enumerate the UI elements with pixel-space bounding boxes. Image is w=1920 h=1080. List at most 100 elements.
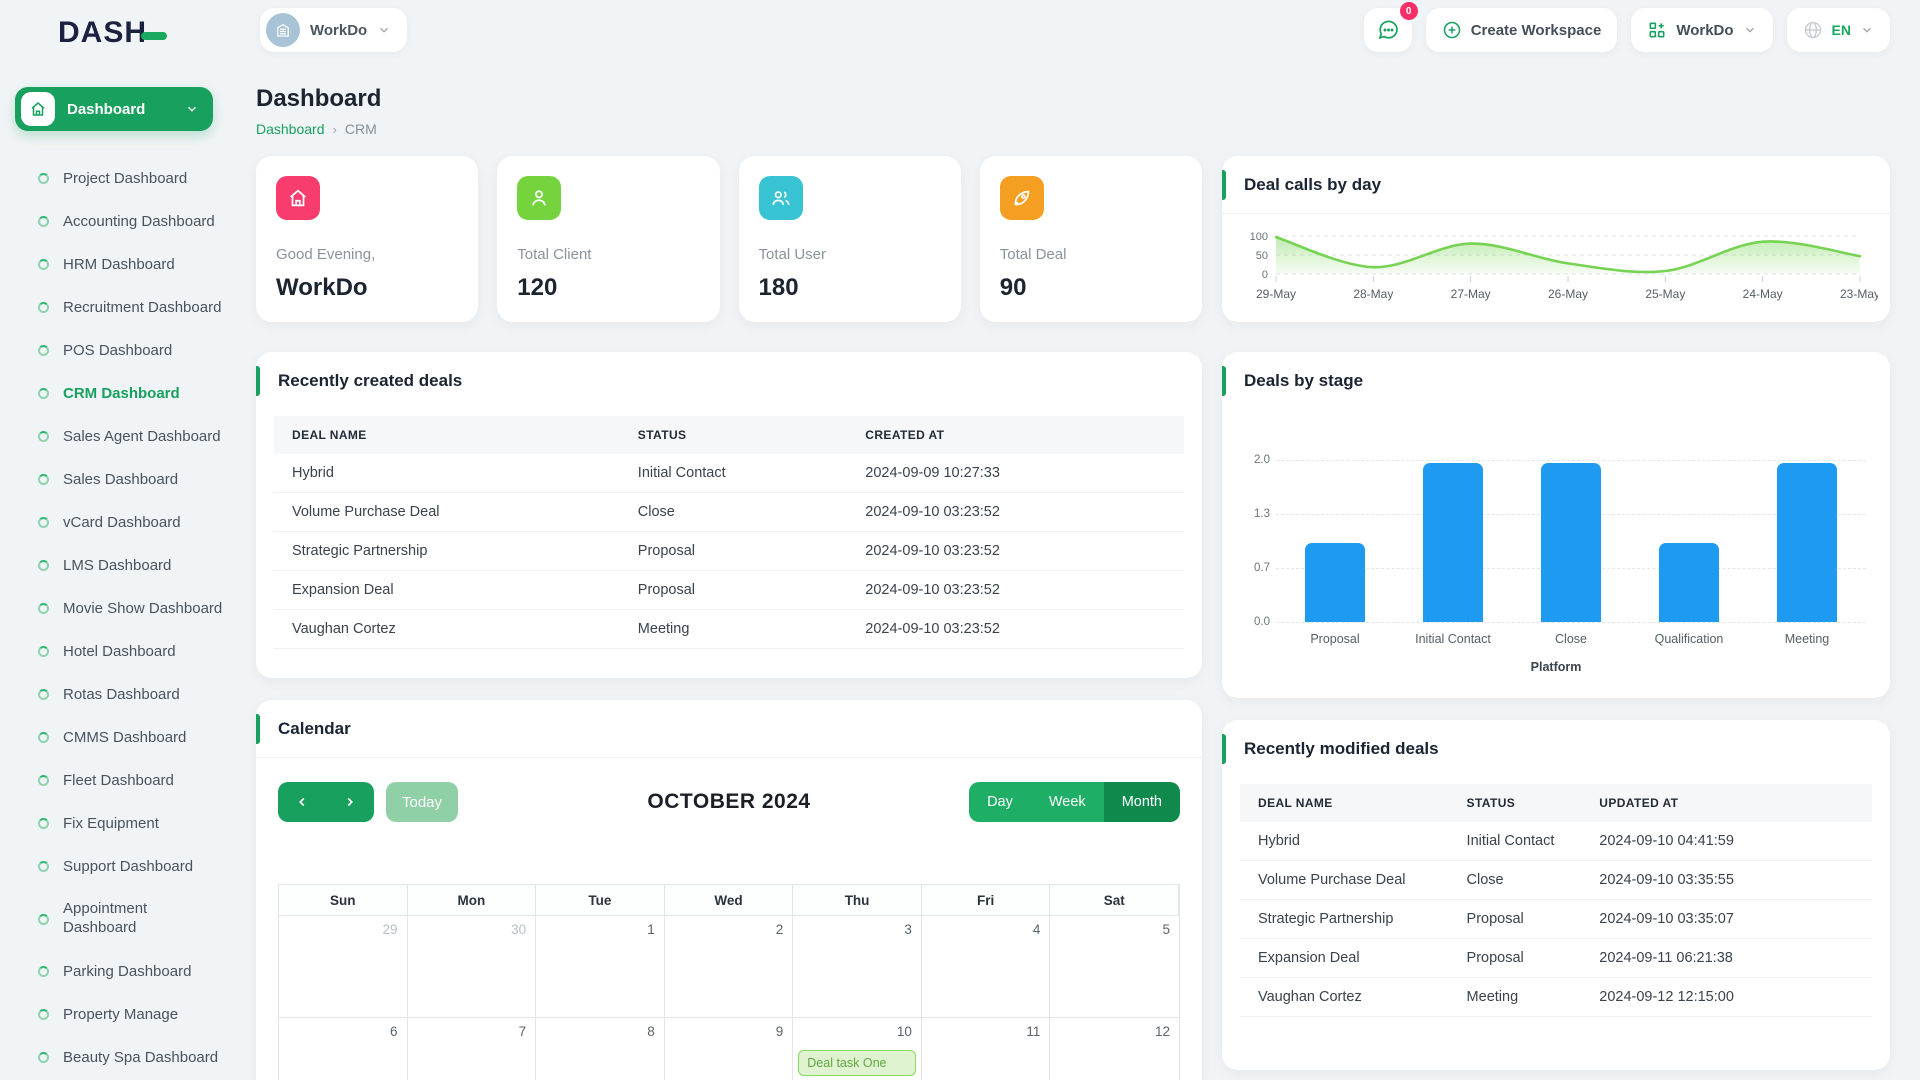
sidebar-item-fix-equipment[interactable]: Fix Equipment [0, 802, 240, 845]
table-cell: Initial Contact [1466, 833, 1555, 849]
table-row: Vaughan Cortez Meeting 2024-09-12 12:15:00 [1240, 977, 1872, 1017]
calendar-day-cell-3[interactable]: 3 [793, 915, 922, 1017]
home-icon [21, 92, 55, 126]
stat-value: WorkDo [276, 274, 368, 301]
create-workspace-button[interactable]: Create Workspace [1425, 8, 1618, 52]
calendar-day-cell-30[interactable]: 30 [407, 915, 537, 1017]
calendar-card: Calendar Today OCTOBER 2024 Day Week Month… [256, 700, 1202, 1080]
calendar-day-number: 12 [1154, 1024, 1170, 1039]
sidebar-item-rotas-dashboard[interactable]: Rotas Dashboard [0, 673, 240, 716]
sidebar-item-project-dashboard[interactable]: Project Dashboard [0, 157, 240, 200]
sidebar-item-label: Sales Agent Dashboard [63, 428, 221, 445]
calendar-day-number: 9 [775, 1024, 784, 1039]
table-cell: Close [619, 492, 848, 532]
calendar-today-button[interactable]: Today [386, 782, 459, 822]
sidebar-item-label: LMS Dashboard [63, 557, 172, 574]
table-cell: 2024-09-10 03:23:52 [847, 492, 1184, 532]
table-row: Expansion Deal Proposal 2024-09-11 06:21:3… [1240, 938, 1872, 978]
sidebar-item-crm-dashboard[interactable]: CRM Dashboard [0, 372, 240, 415]
column-header-updated-at: UPDATED AT [1581, 784, 1872, 822]
stat-card-total-client: Total Client 120 [497, 156, 720, 322]
calendar-day-cell-8[interactable]: 8 [536, 1017, 665, 1080]
messages-button[interactable]: 0 [1363, 2, 1418, 52]
language-selector[interactable]: EN [1786, 8, 1890, 52]
calendar-prev-button[interactable] [278, 782, 326, 822]
workdo-menu-label: WorkDo [1676, 21, 1734, 39]
sidebar-item-pos-dashboard[interactable]: POS Dashboard [0, 329, 240, 372]
calendar-day-header-thu: Thu [793, 885, 922, 915]
table-cell: 2024-09-12 12:15:00 [1581, 977, 1872, 1017]
ring-icon [38, 732, 49, 743]
table-cell: 2024-09-10 03:35:55 [1581, 860, 1872, 900]
sidebar-item-movie-show-dashboard[interactable]: Movie Show Dashboard [0, 587, 240, 630]
sidebar-item-dashboard-active[interactable]: Dashboard [15, 87, 213, 131]
recently-modified-title: Recently modified deals [1244, 739, 1439, 758]
deals-by-stage-card: Deals by stage 2.0 1.3 0.7 0.0 Proposal Init… [1222, 352, 1890, 698]
sidebar-active-label: Dashboard [67, 100, 146, 118]
calendar-view-day-button[interactable]: Day [969, 782, 1031, 822]
table-row: Strategic Partnership Proposal 2024-09-10 … [1240, 899, 1872, 939]
chevron-down-icon [380, 27, 389, 33]
bar-slot [1394, 460, 1512, 622]
calendar-day-number: 30 [511, 922, 527, 937]
sidebar-item-lms-dashboard[interactable]: LMS Dashboard [0, 544, 240, 587]
workdo-menu-button[interactable]: WorkDo [1631, 8, 1773, 52]
workspace-switcher[interactable]: WorkDo [260, 8, 408, 52]
sidebar-item-beauty-spa-dashboard[interactable]: Beauty Spa Dashboard [0, 1036, 240, 1079]
bar-proposal [1305, 543, 1365, 622]
table-cell: Proposal [619, 570, 848, 610]
card-accent-bar [1222, 170, 1226, 200]
calendar-view-month-button[interactable]: Month [1103, 782, 1180, 822]
breadcrumb-current: CRM [344, 121, 377, 137]
breadcrumb-dashboard-link[interactable]: Dashboard [256, 121, 325, 137]
calendar-day-cell-1[interactable]: 1 [536, 915, 665, 1017]
users-icon [758, 176, 803, 220]
calendar-event[interactable]: Deal task One [798, 1050, 916, 1076]
calendar-view-week-button[interactable]: Week [1030, 782, 1104, 822]
language-label: EN [1831, 22, 1851, 38]
calendar-day-cell-10[interactable]: 10 Deal task One [793, 1017, 922, 1080]
page-title: Dashboard [256, 85, 382, 112]
recently-created-table: DEAL NAME STATUS CREATED AT Hybrid Initial C… [274, 416, 1184, 649]
chevron-down-icon [1745, 27, 1754, 33]
calendar-day-cell-29[interactable]: 29 [279, 915, 408, 1017]
calendar-day-cell-6[interactable]: 6 [279, 1017, 408, 1080]
sidebar-item-property-manage[interactable]: Property Manage [0, 993, 240, 1036]
ring-icon [38, 216, 49, 227]
ring-icon [38, 1009, 49, 1020]
calendar-day-cell-7[interactable]: 7 [407, 1017, 537, 1080]
sidebar-item-label: CMMS Dashboard [63, 729, 187, 746]
sidebar-item-vcard-dashboard[interactable]: vCard Dashboard [0, 501, 240, 544]
sidebar-item-cmms-dashboard[interactable]: CMMS Dashboard [0, 716, 240, 759]
svg-text:27-May: 27-May [1451, 287, 1491, 301]
sidebar-item-parking-dashboard[interactable]: Parking Dashboard [0, 950, 240, 993]
svg-text:26-May: 26-May [1548, 287, 1588, 301]
deals-by-stage-title: Deals by stage [1244, 371, 1364, 390]
sidebar-item-appointment-dashboard[interactable]: Appointment Dashboard [0, 888, 240, 950]
stat-label: Total Deal [999, 246, 1067, 263]
sidebar-item-hotel-dashboard[interactable]: Hotel Dashboard [0, 630, 240, 673]
calendar-day-cell-12[interactable]: 12 [1050, 1017, 1179, 1080]
table-cell: Expansion Deal [274, 570, 620, 610]
sidebar-item-fleet-dashboard[interactable]: Fleet Dashboard [0, 759, 240, 802]
ring-icon [38, 560, 49, 571]
recently-created-deals-card: Recently created deals DEAL NAME STATUS CR… [256, 352, 1202, 678]
sidebar-item-sales-dashboard[interactable]: Sales Dashboard [0, 458, 240, 501]
sidebar-item-support-dashboard[interactable]: Support Dashboard [0, 845, 240, 888]
calendar-day-cell-11[interactable]: 11 [921, 1017, 1051, 1080]
sidebar-item-accounting-dashboard[interactable]: Accounting Dashboard [0, 200, 240, 243]
calendar-day-cell-5[interactable]: 5 [1050, 915, 1179, 1017]
sidebar-item-recruitment-dashboard[interactable]: Recruitment Dashboard [0, 286, 240, 329]
user-icon [517, 176, 562, 220]
table-cell: Vaughan Cortez [1240, 977, 1449, 1017]
calendar-day-cell-2[interactable]: 2 [664, 915, 794, 1017]
table-row: Hybrid Initial Contact 2024-09-10 04:41:59 [1240, 822, 1872, 861]
table-cell: Volume Purchase Deal [1240, 860, 1449, 900]
sidebar-item-sales-agent-dashboard[interactable]: Sales Agent Dashboard [0, 415, 240, 458]
sidebar-item-label: vCard Dashboard [63, 514, 181, 531]
calendar-next-button[interactable] [326, 782, 374, 822]
sidebar-item-hrm-dashboard[interactable]: HRM Dashboard [0, 243, 240, 286]
calendar-day-cell-4[interactable]: 4 [921, 915, 1051, 1017]
table-row: Expansion Deal Proposal 2024-09-10 03:23:5… [274, 570, 1184, 610]
calendar-day-cell-9[interactable]: 9 [664, 1017, 794, 1080]
